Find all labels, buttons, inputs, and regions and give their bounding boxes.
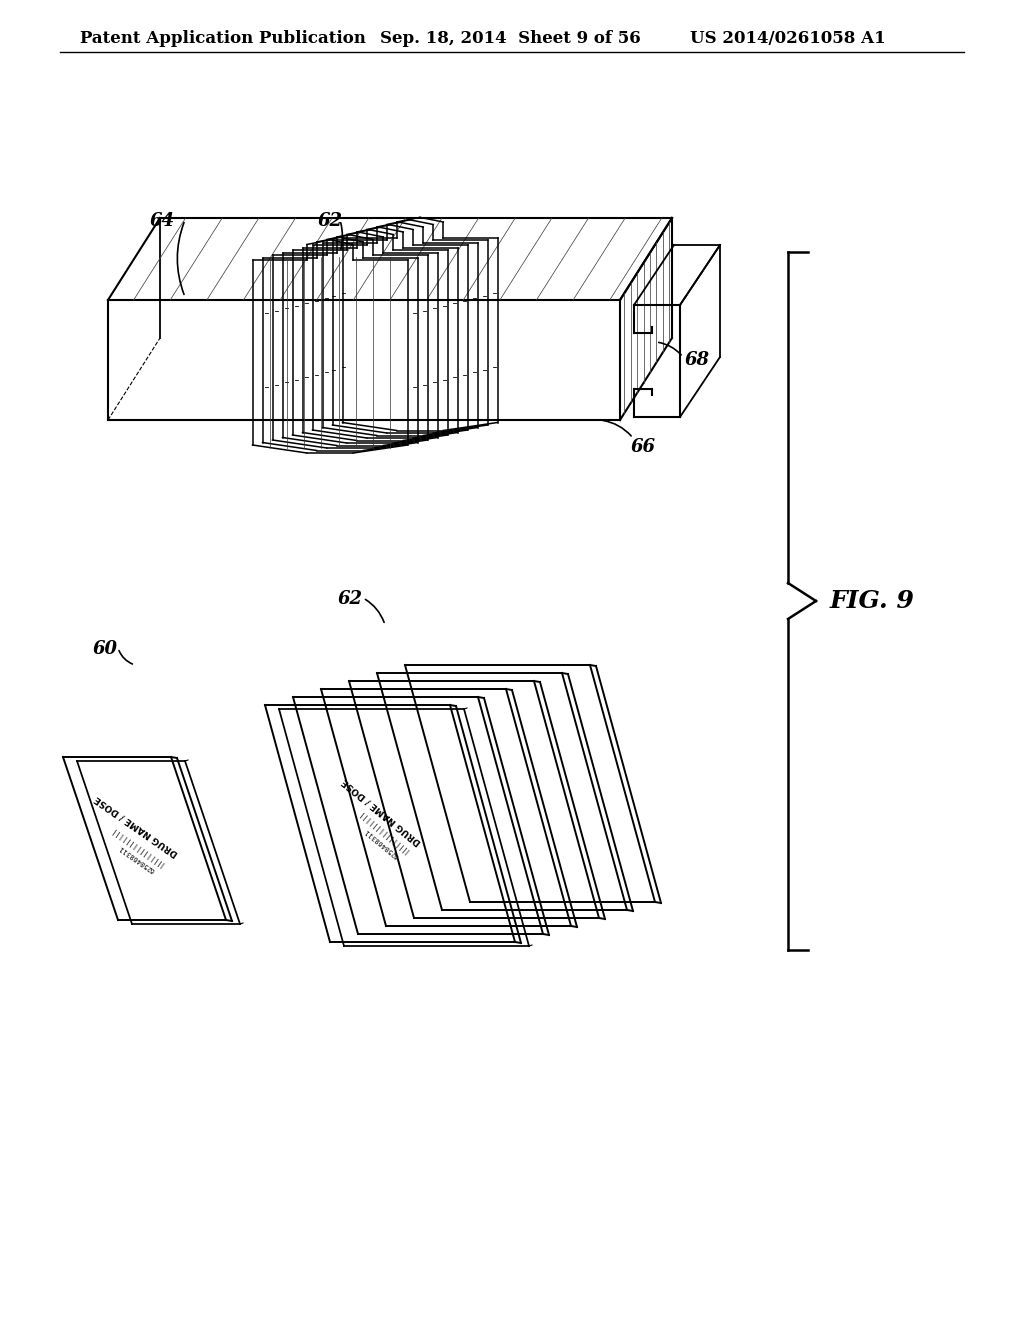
- Text: |||||||||||||||: |||||||||||||||: [109, 825, 165, 867]
- Text: US 2014/0261058 A1: US 2014/0261058 A1: [690, 30, 886, 48]
- Text: |||||||||||||||: |||||||||||||||: [355, 809, 409, 854]
- Text: 6258468311: 6258468311: [364, 828, 400, 859]
- Text: FIG. 9: FIG. 9: [830, 589, 914, 612]
- Text: DRUG NAME / DOSE: DRUG NAME / DOSE: [93, 795, 180, 858]
- Text: Sep. 18, 2014  Sheet 9 of 56: Sep. 18, 2014 Sheet 9 of 56: [380, 30, 641, 48]
- Text: 68: 68: [685, 351, 710, 370]
- Text: 62: 62: [317, 213, 342, 230]
- Text: 64: 64: [150, 213, 174, 230]
- Text: Patent Application Publication: Patent Application Publication: [80, 30, 366, 48]
- Text: DRUG NAME / DOSE: DRUG NAME / DOSE: [341, 776, 423, 846]
- Text: 6258468311: 6258468311: [118, 843, 156, 873]
- Text: 62: 62: [338, 590, 362, 609]
- Text: 66: 66: [631, 438, 655, 455]
- Text: 60: 60: [92, 640, 118, 657]
